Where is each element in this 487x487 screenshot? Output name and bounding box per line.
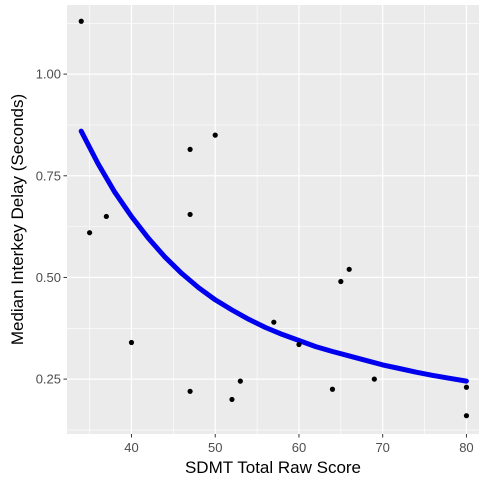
data-point	[103, 213, 109, 220]
x-tick-label: 60	[292, 440, 306, 455]
data-point	[237, 378, 243, 384]
x-tick-label: 70	[375, 440, 389, 455]
x-tick-label: 50	[208, 440, 222, 455]
data-point	[463, 413, 470, 419]
x-axis-title: SDMT Total Raw Score	[185, 458, 361, 477]
data-point	[87, 230, 93, 236]
y-tick-label: 1.00	[36, 67, 61, 82]
data-point	[78, 18, 84, 24]
data-point	[296, 341, 302, 348]
data-point	[187, 146, 193, 152]
x-tick-label: 40	[124, 440, 138, 455]
y-tick-label: 0.25	[36, 372, 61, 387]
data-point	[128, 339, 135, 346]
data-point	[229, 396, 235, 403]
y-tick-label: 0.50	[36, 270, 61, 285]
data-point	[346, 266, 352, 272]
data-point	[271, 319, 277, 325]
data-point	[187, 211, 193, 218]
plot-panel	[67, 5, 479, 434]
x-tick-label: 80	[459, 440, 473, 455]
data-point	[212, 132, 218, 138]
x-axis-ticks: 40 50 60 70 80	[124, 434, 474, 455]
data-point	[463, 384, 470, 390]
data-point	[371, 376, 377, 382]
y-axis-ticks: 0.25 0.50 0.75 1.00	[36, 67, 67, 387]
data-points	[78, 18, 470, 419]
data-point	[187, 388, 193, 394]
data-point	[329, 386, 336, 392]
y-axis-title: Median Interkey Delay (Seconds)	[8, 94, 27, 345]
y-tick-label: 0.75	[36, 168, 61, 183]
trend-line	[78, 128, 469, 384]
data-point	[338, 278, 344, 285]
minor-gridlines	[67, 5, 479, 434]
